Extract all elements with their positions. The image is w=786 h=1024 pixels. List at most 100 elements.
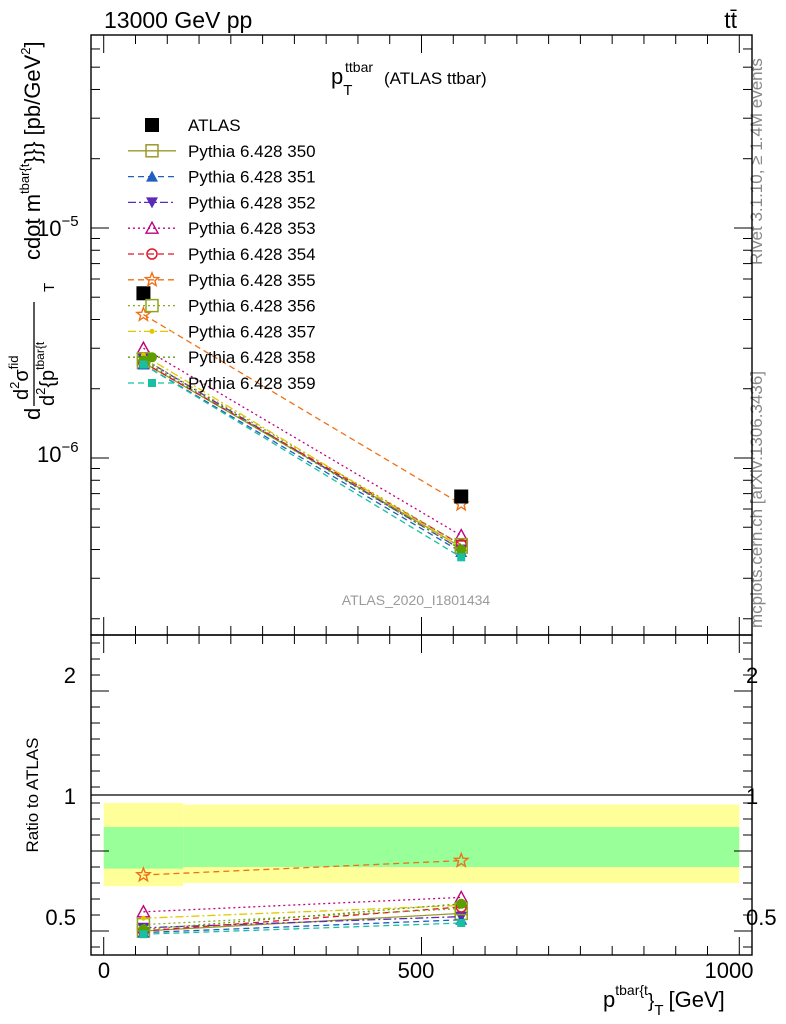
- svg-text:d2{ptbar{t: d2{ptbar{t: [33, 341, 59, 406]
- series-atlas: [136, 286, 469, 504]
- legend-marker: [146, 248, 158, 260]
- series-line: [143, 360, 462, 551]
- data-point: [139, 360, 148, 369]
- analysis-watermark: ATLAS_2020_I1801434: [342, 592, 491, 608]
- ratio-tick-label-1-right: 1: [746, 784, 758, 809]
- legend-marker: [146, 197, 158, 209]
- ratio-series-line: [143, 903, 462, 931]
- data-point: [456, 544, 467, 555]
- ratio-data-point: [140, 915, 146, 921]
- svg-text:d2σfid: d2σfid: [6, 356, 33, 400]
- legend: ATLAS Pythia 6.428 350 Pythia 6.428 351 Pyt…: [128, 116, 316, 393]
- data-point: [454, 528, 469, 542]
- series-line: [143, 363, 462, 558]
- ratio-series-line: [143, 915, 462, 929]
- ratio-series-pythia-6-428-359: [139, 919, 466, 939]
- series-line: [143, 361, 462, 546]
- ratio-series-line: [143, 859, 462, 876]
- ratio-panel: 2 1 0.5 2 1 0.5 Ratio to ATLAS 0 500 100…: [23, 634, 777, 1019]
- main-y-axis-label: d d2σfid d2{ptbar{t T cdot mtbar{t}}} [p…: [6, 41, 59, 420]
- series-line: [143, 358, 462, 551]
- legend-label: Pythia 6.428 356: [188, 297, 316, 316]
- ratio-tick-label-2-right: 2: [746, 663, 758, 688]
- svg-text:d: d: [20, 408, 45, 420]
- data-point: [136, 286, 151, 301]
- ratio-series-line: [143, 922, 462, 935]
- legend-marker: [149, 328, 155, 334]
- legend-marker: [145, 298, 159, 313]
- svg-text:T: T: [41, 283, 58, 292]
- legend-marker: [143, 270, 161, 288]
- legend-marker: [147, 352, 157, 363]
- series-pythia-6-428-359: [139, 360, 466, 562]
- legend-entry: ATLAS: [145, 116, 241, 135]
- ratio-data-point: [134, 866, 152, 883]
- data-point: [134, 305, 152, 322]
- legend-label: Pythia 6.428 355: [188, 271, 316, 290]
- legend-entry: Pythia 6.428 355: [128, 271, 316, 290]
- x-tick-label-500: 500: [398, 958, 435, 983]
- ratio-series-pythia-6-428-353: [136, 889, 469, 918]
- data-point: [136, 340, 151, 354]
- legend-label: Pythia 6.428 354: [188, 245, 316, 264]
- ratio-series-line: [143, 912, 462, 932]
- legend-label: Pythia 6.428 351: [188, 168, 316, 187]
- ratio-series-pythia-6-428-355: [134, 851, 470, 883]
- legend-label: Pythia 6.428 359: [188, 374, 316, 393]
- ratio-series-line: [143, 904, 462, 919]
- legend-label: Pythia 6.428 358: [188, 348, 316, 367]
- legend-entry: Pythia 6.428 356: [128, 297, 316, 316]
- x-tick-label-1000: 1000: [705, 958, 754, 983]
- series-line: [143, 358, 462, 546]
- x-tick-label-0: 0: [98, 958, 110, 983]
- data-point: [454, 489, 469, 504]
- ratio-data-point: [456, 898, 467, 909]
- header-energy-label: 13000 GeV pp: [104, 7, 252, 33]
- legend-label: ATLAS: [188, 116, 241, 135]
- ratio-tick-label-0.5-left: 0.5: [45, 905, 76, 930]
- ratio-y-axis-label: Ratio to ATLAS: [23, 738, 42, 853]
- series-line: [143, 314, 462, 505]
- legend-marker: [145, 118, 159, 132]
- panel-title: pTttbar(ATLAS ttbar): [331, 59, 487, 99]
- svg-text:cdot mtbar{t}}} [pb/GeV2]: cdot mtbar{t}}} [pb/GeV2]: [17, 41, 45, 260]
- legend-label: Pythia 6.428 350: [188, 142, 316, 161]
- ratio-band-inner: [183, 827, 740, 867]
- ratio-plot-frame: [90, 634, 753, 956]
- ratio-tick-label-2-left: 2: [64, 663, 76, 688]
- ratio-uncertainty-bands: [103, 803, 740, 887]
- header-process-label: tt̄: [724, 7, 737, 33]
- legend-entry: Pythia 6.428 354: [128, 245, 316, 264]
- legend-marker: [148, 379, 156, 387]
- ratio-band-inner: [103, 827, 184, 869]
- series-pythia-6-428-353: [136, 340, 469, 542]
- legend-entry: Pythia 6.428 357: [128, 322, 316, 341]
- legend-entry: Pythia 6.428 358: [128, 348, 316, 367]
- ratio-data-point: [452, 851, 470, 868]
- ratio-data-point: [139, 930, 148, 939]
- series-line: [143, 354, 462, 548]
- legend-entry: Pythia 6.428 350: [128, 142, 316, 161]
- y-tick-label-1e-6: 10−6: [37, 439, 79, 467]
- ratio-series-line: [143, 907, 462, 926]
- ratio-axis-ticks: [91, 635, 752, 955]
- legend-entry: Pythia 6.428 351: [128, 168, 316, 187]
- main-series-layer: [134, 286, 470, 562]
- y-tick-label-1e-5: 10−5: [37, 213, 79, 241]
- data-point: [457, 553, 466, 562]
- main-axis-ticks: [91, 35, 752, 635]
- x-axis-label: ptbar{t}T [GeV]: [603, 982, 725, 1019]
- legend-entry: Pythia 6.428 359: [128, 374, 316, 393]
- ratio-tick-label-1-left: 1: [64, 784, 76, 809]
- series-line: [143, 363, 462, 553]
- legend-entry: Pythia 6.428 353: [128, 219, 316, 238]
- ratio-series-line: [143, 919, 462, 934]
- ratio-tick-label-0.5-right: 0.5: [746, 905, 777, 930]
- ratio-data-point: [457, 919, 466, 927]
- ratio-series-line: [143, 896, 462, 913]
- legend-marker: [144, 220, 160, 234]
- legend-marker: [146, 170, 158, 182]
- legend-label: Pythia 6.428 357: [188, 322, 316, 341]
- main-panel: 10−6 10−5 pTttbar(ATLAS ttbar) ATLAS_202…: [6, 34, 753, 636]
